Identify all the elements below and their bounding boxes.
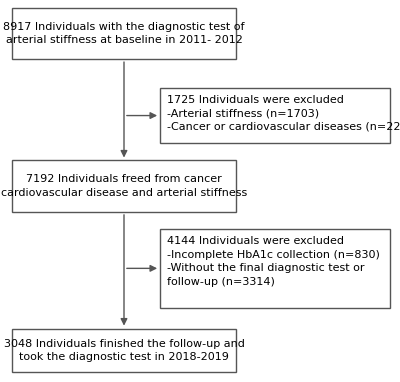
FancyBboxPatch shape — [160, 88, 390, 143]
Text: 4144 Individuals were excluded
-Incomplete HbA1c collection (n=830)
-Without the: 4144 Individuals were excluded -Incomple… — [167, 236, 380, 287]
FancyBboxPatch shape — [12, 329, 236, 372]
FancyBboxPatch shape — [160, 229, 390, 308]
Text: 8917 Individuals with the diagnostic test of
arterial stiffness at baseline in 2: 8917 Individuals with the diagnostic tes… — [3, 22, 245, 45]
Text: 7192 Individuals freed from cancer
cardiovascular disease and arterial stiffness: 7192 Individuals freed from cancer cardi… — [1, 175, 247, 198]
Text: 1725 Individuals were excluded
-Arterial stiffness (n=1703)
-Cancer or cardiovas: 1725 Individuals were excluded -Arterial… — [167, 95, 400, 132]
Text: 3048 Individuals finished the follow-up and
took the diagnostic test in 2018-201: 3048 Individuals finished the follow-up … — [4, 339, 244, 362]
FancyBboxPatch shape — [12, 160, 236, 212]
FancyBboxPatch shape — [12, 8, 236, 59]
